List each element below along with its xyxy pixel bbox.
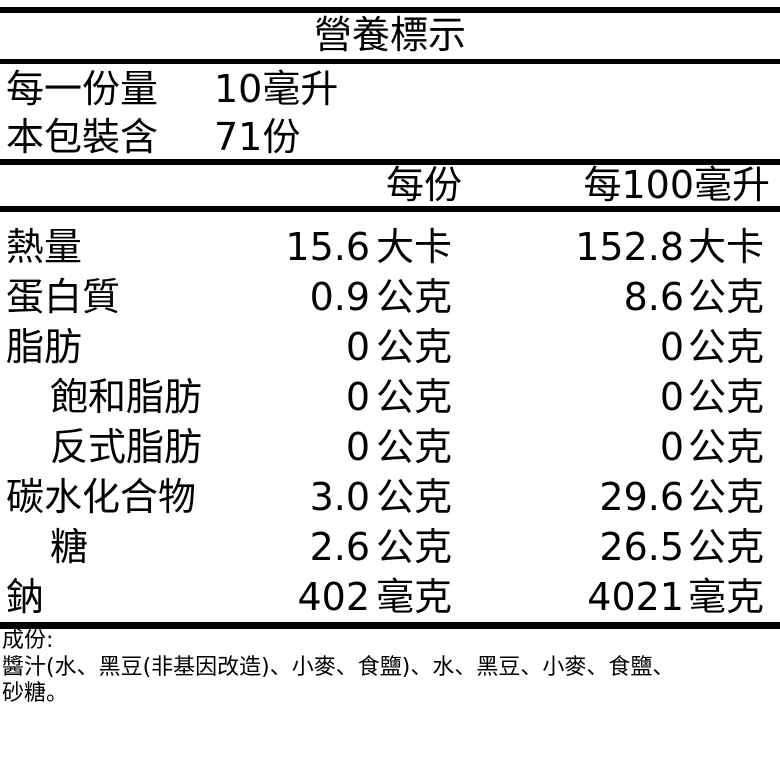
per-serving-value: 0 bbox=[345, 425, 370, 469]
nutrient-label: 飽和脂肪 bbox=[50, 375, 203, 419]
per-100ml-value: 4021 bbox=[587, 575, 684, 619]
per-100ml-value: 0 bbox=[659, 325, 684, 369]
label-title: 營養標示 bbox=[313, 13, 466, 57]
ingredients-line-2: 砂糖。 bbox=[2, 681, 69, 706]
per-100ml-value: 29.6 bbox=[599, 475, 684, 519]
header-rule bbox=[0, 206, 780, 212]
per-100ml-unit: 公克 bbox=[688, 325, 765, 369]
title-rule bbox=[0, 59, 780, 64]
nutrient-label: 鈉 bbox=[6, 575, 45, 619]
per-100ml-unit: 大卡 bbox=[688, 225, 765, 269]
per-100ml-value: 0 bbox=[659, 375, 684, 419]
per-100ml-unit: 公克 bbox=[688, 425, 765, 469]
per-serving-value: 2.6 bbox=[309, 525, 370, 569]
per-serving-unit: 公克 bbox=[376, 475, 453, 519]
per-serving-value: 15.6 bbox=[285, 225, 370, 269]
serving-size-value: 10毫升 bbox=[214, 67, 339, 111]
per-100ml-value: 8.6 bbox=[623, 275, 684, 319]
per-100ml-value: 0 bbox=[659, 425, 684, 469]
nutrient-row: 蛋白質 0.9 公克 8.6 公克 bbox=[0, 272, 780, 322]
nutrient-label: 蛋白質 bbox=[6, 275, 121, 319]
ingredients-heading: 成份: bbox=[2, 628, 54, 653]
bottom-rule bbox=[0, 622, 780, 629]
per-serving-unit: 公克 bbox=[376, 525, 453, 569]
per-serving-value: 402 bbox=[297, 575, 370, 619]
per-serving-value: 0.9 bbox=[309, 275, 370, 319]
per-100ml-unit: 公克 bbox=[688, 475, 765, 519]
servings-per-package-value: 71份 bbox=[214, 115, 301, 159]
per-serving-unit: 毫克 bbox=[376, 575, 453, 619]
nutrient-row: 糖 2.6 公克 26.5 公克 bbox=[0, 522, 780, 572]
per-serving-value: 0 bbox=[345, 375, 370, 419]
serving-rule bbox=[0, 159, 780, 165]
per-100ml-unit: 公克 bbox=[688, 375, 765, 419]
nutrient-row: 脂肪 0 公克 0 公克 bbox=[0, 322, 780, 372]
nutrient-row: 熱量 15.6 大卡 152.8 大卡 bbox=[0, 222, 780, 272]
nutrient-label: 糖 bbox=[50, 525, 89, 569]
serving-size-label: 每一份量 bbox=[6, 67, 159, 111]
nutrient-row: 碳水化合物 3.0 公克 29.6 公克 bbox=[0, 472, 780, 522]
per-100ml-unit: 公克 bbox=[688, 275, 765, 319]
ingredients-line-1: 醬汁(水、黑豆(非基因改造)、小麥、食鹽)、水、黑豆、小麥、食鹽、 bbox=[2, 655, 675, 680]
per-serving-unit: 公克 bbox=[376, 375, 453, 419]
per-100ml-unit: 毫克 bbox=[688, 575, 765, 619]
per-serving-unit: 公克 bbox=[376, 275, 453, 319]
per-serving-value: 0 bbox=[345, 325, 370, 369]
per-100ml-value: 152.8 bbox=[575, 225, 684, 269]
column-header-per-serving: 每份 bbox=[385, 163, 462, 207]
nutrient-label: 熱量 bbox=[6, 225, 83, 269]
per-100ml-unit: 公克 bbox=[688, 525, 765, 569]
nutrient-label: 脂肪 bbox=[6, 325, 83, 369]
per-100ml-value: 26.5 bbox=[599, 525, 684, 569]
nutrient-row: 反式脂肪 0 公克 0 公克 bbox=[0, 422, 780, 472]
column-header-per-100ml: 每100毫升 bbox=[583, 163, 770, 207]
nutrient-label: 反式脂肪 bbox=[50, 425, 203, 469]
per-serving-unit: 公克 bbox=[376, 325, 453, 369]
nutrient-row: 鈉 402 毫克 4021 毫克 bbox=[0, 572, 780, 622]
per-serving-unit: 公克 bbox=[376, 425, 453, 469]
per-serving-value: 3.0 bbox=[309, 475, 370, 519]
nutrient-label: 碳水化合物 bbox=[6, 475, 197, 519]
per-serving-unit: 大卡 bbox=[376, 225, 453, 269]
top-rule bbox=[0, 7, 780, 13]
servings-per-package-label: 本包裝含 bbox=[6, 115, 159, 159]
nutrient-row: 飽和脂肪 0 公克 0 公克 bbox=[0, 372, 780, 422]
